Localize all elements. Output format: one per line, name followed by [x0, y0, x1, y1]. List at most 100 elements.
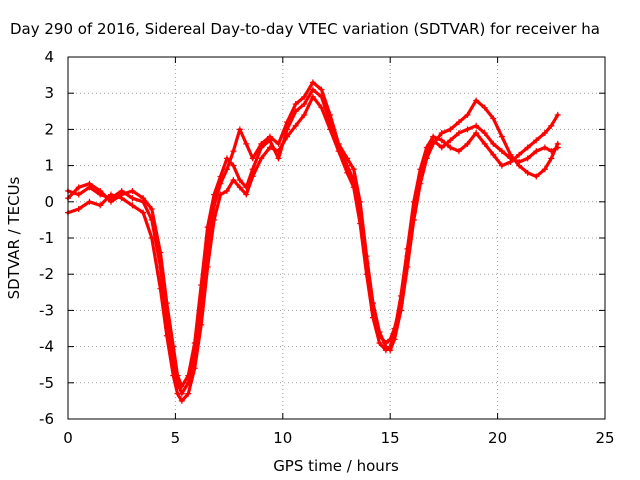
data-point — [455, 148, 462, 155]
y-tick-label: -4 — [39, 338, 54, 356]
data-point — [178, 383, 185, 390]
data-point — [230, 177, 237, 184]
y-tick-label: -1 — [39, 229, 54, 247]
data-point — [223, 155, 230, 162]
data-point — [97, 202, 104, 209]
data-point — [357, 209, 364, 216]
data-point — [275, 155, 282, 162]
data-point — [230, 162, 237, 169]
data-point — [481, 140, 488, 147]
data-point — [97, 187, 104, 194]
data-point — [140, 209, 147, 216]
data-point — [163, 332, 170, 339]
y-tick-label: -3 — [39, 301, 54, 319]
y-tick-label: 0 — [44, 193, 54, 211]
data-point — [554, 111, 561, 118]
data-point — [198, 321, 205, 328]
x-tick-label: 0 — [63, 429, 73, 447]
data-point — [455, 119, 462, 126]
data-point — [370, 307, 377, 314]
data-point — [464, 111, 471, 118]
data-point — [541, 144, 548, 151]
data-point — [382, 339, 389, 346]
data-point — [455, 130, 462, 137]
data-point — [284, 126, 291, 133]
data-point — [217, 191, 224, 198]
y-tick-label: 3 — [44, 84, 54, 102]
data-point — [387, 343, 394, 350]
data-point — [438, 130, 445, 137]
data-point — [344, 162, 351, 169]
data-point — [404, 253, 411, 260]
data-point — [236, 177, 243, 184]
data-point — [473, 97, 480, 104]
data-point — [204, 224, 211, 231]
data-point — [309, 93, 316, 100]
data-point — [498, 148, 505, 155]
data-point — [204, 263, 211, 270]
data-point — [118, 191, 125, 198]
data-point — [438, 137, 445, 144]
y-tick-label: -6 — [39, 410, 54, 428]
data-point — [423, 151, 430, 158]
data-point — [318, 93, 325, 100]
y-tick-label: 1 — [44, 157, 54, 175]
data-point — [211, 191, 218, 198]
data-point — [533, 148, 540, 155]
data-point — [397, 300, 404, 307]
data-point — [318, 86, 325, 93]
x-tick-label: 15 — [381, 429, 400, 447]
data-point — [170, 343, 177, 350]
data-point — [243, 191, 250, 198]
y-tick-labels: -6 -5 -4 -3 -2 -1 0 1 2 3 4 — [39, 48, 54, 428]
data-series — [65, 79, 561, 404]
data-point — [191, 339, 198, 346]
series-3 — [65, 86, 561, 390]
data-point — [163, 300, 170, 307]
data-point — [350, 177, 357, 184]
data-point — [249, 155, 256, 162]
data-point — [86, 198, 93, 205]
data-point — [292, 122, 299, 129]
data-point — [223, 187, 230, 194]
data-point — [75, 184, 82, 191]
data-point — [211, 216, 218, 223]
data-point — [243, 140, 250, 147]
data-point — [217, 173, 224, 180]
data-point — [438, 144, 445, 151]
data-point — [275, 140, 282, 147]
data-point — [541, 130, 548, 137]
data-point — [129, 187, 136, 194]
series-2 — [65, 93, 561, 404]
x-tick-label: 5 — [171, 429, 181, 447]
data-point — [481, 104, 488, 111]
data-point — [541, 166, 548, 173]
plot-frame — [67, 56, 606, 420]
data-point — [548, 122, 555, 129]
data-point — [249, 166, 256, 173]
data-point — [498, 133, 505, 140]
data-point — [447, 144, 454, 151]
data-point — [148, 235, 155, 241]
x-tick-labels: 0 5 10 15 20 25 — [63, 429, 614, 447]
data-point — [174, 372, 181, 379]
data-point — [376, 332, 383, 339]
x-axis-label: GPS time / hours — [273, 457, 399, 475]
y-tick-label: 4 — [44, 48, 54, 66]
x-tick-label: 25 — [595, 429, 614, 447]
data-point — [75, 191, 82, 198]
data-point — [230, 148, 237, 155]
data-point — [363, 260, 370, 267]
data-point — [258, 144, 265, 151]
y-axis-label: SDTVAR / TECUs — [5, 176, 23, 299]
data-point — [548, 148, 555, 155]
data-point — [198, 282, 205, 289]
data-point — [481, 130, 488, 137]
chart-title: Day 290 of 2016, Sidereal Day-to-day VTE… — [10, 20, 600, 38]
data-point — [292, 108, 299, 115]
data-point — [516, 158, 523, 165]
data-point — [185, 372, 192, 379]
data-point — [490, 151, 497, 158]
data-point — [301, 111, 308, 118]
data-point — [382, 347, 389, 354]
